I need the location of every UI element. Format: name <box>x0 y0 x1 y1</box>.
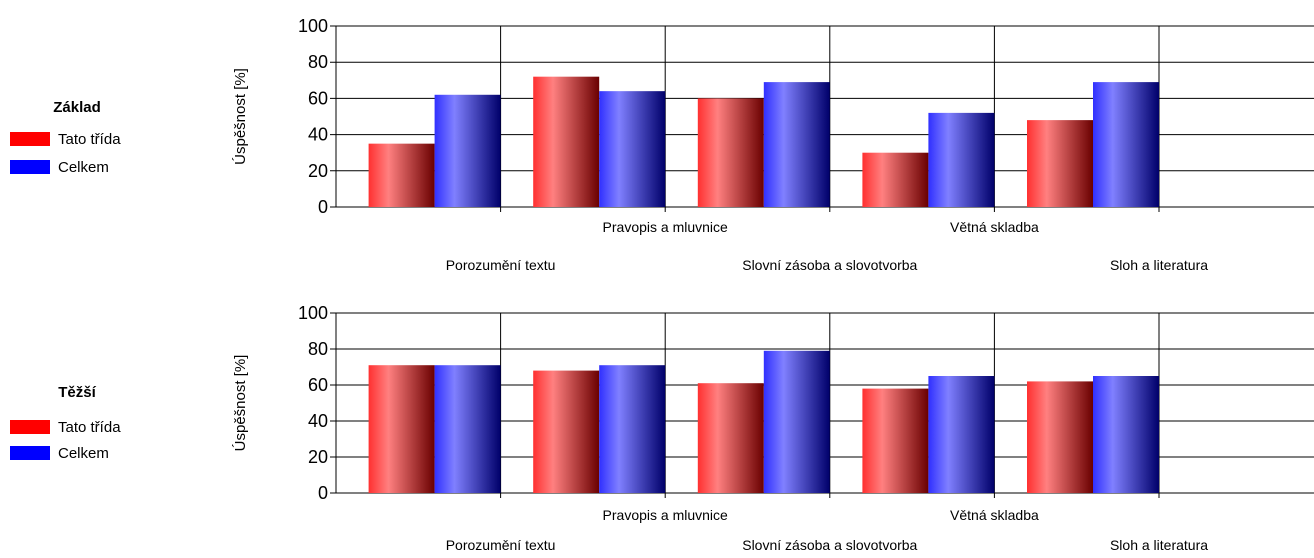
x-tick-label: Pravopis a mluvnice <box>603 507 728 523</box>
bar-1-1 <box>368 365 435 493</box>
x-tick-label: Porozumění textu <box>446 537 556 553</box>
y-tick-label: 80 <box>308 52 328 72</box>
legend-swatch-2 <box>10 160 50 174</box>
x-tick-label: Větná skladba <box>950 219 1039 235</box>
legend-label-2: Celkem <box>58 445 109 462</box>
bar-2-4 <box>928 112 995 207</box>
x-tick-label: Větná skladba <box>950 507 1039 523</box>
legend-swatch-1 <box>10 132 50 146</box>
y-tick-label: 100 <box>298 303 328 323</box>
legend-swatch-1 <box>10 420 50 434</box>
bar-1-2 <box>533 370 600 493</box>
x-tick-label: Slovní zásoba a slovotvorba <box>742 537 917 553</box>
bar-2-1 <box>434 94 501 207</box>
y-tick-label: 60 <box>308 375 328 395</box>
legend-label-2: Celkem <box>58 159 109 176</box>
bar-1-1 <box>368 143 435 207</box>
bar-1-4 <box>862 388 929 493</box>
bar-1-5 <box>1027 381 1093 493</box>
y-tick-label: 100 <box>298 16 328 36</box>
y-axis-label: Úspěšnost [%] <box>232 355 249 452</box>
chart-2: Těžší Tato třída Celkem Úspěšnost [%] 0 20 40 6… <box>10 303 1314 553</box>
legend-label-1: Tato třída <box>58 131 121 148</box>
y-tick-label: 0 <box>318 483 328 503</box>
x-tick-label: Sloh a literatura <box>1110 537 1208 553</box>
x-tick-label: Porozumění textu <box>446 257 556 273</box>
bar-1-3 <box>697 383 764 493</box>
legend: Těžší Tato třída Celkem <box>10 384 121 462</box>
bar-2-2 <box>599 91 666 207</box>
y-tick-label: 20 <box>308 447 328 467</box>
bar-1-5 <box>1027 120 1093 207</box>
bar-2-5 <box>1093 376 1159 493</box>
bar-2-2 <box>599 365 666 493</box>
legend-title: Těžší <box>58 384 96 401</box>
bar-2-4 <box>928 376 995 493</box>
bar-2-3 <box>763 82 830 207</box>
y-axis-label: Úspěšnost [%] <box>232 68 249 165</box>
legend-title: Základ <box>53 99 101 116</box>
bar-1-3 <box>697 98 764 207</box>
bar-2-1 <box>434 365 501 493</box>
legend-label-1: Tato třída <box>58 419 121 436</box>
y-tick-label: 40 <box>308 411 328 431</box>
y-tick-label: 20 <box>308 161 328 181</box>
y-tick-label: 0 <box>318 197 328 217</box>
bar-2-3 <box>763 350 830 493</box>
bar-1-2 <box>533 76 600 208</box>
y-tick-label: 40 <box>308 125 328 145</box>
legend-swatch-2 <box>10 446 50 460</box>
bar-2-5 <box>1093 82 1159 207</box>
chart-1: Základ Tato třída Celkem Úspěšnost [%] 0 20 40… <box>10 16 1314 273</box>
bar-1-4 <box>862 152 929 207</box>
x-tick-label: Sloh a literatura <box>1110 257 1208 273</box>
x-tick-label: Pravopis a mluvnice <box>603 219 728 235</box>
y-tick-label: 60 <box>308 88 328 108</box>
legend: Základ Tato třída Celkem <box>10 99 121 176</box>
y-tick-label: 80 <box>308 339 328 359</box>
x-tick-label: Slovní zásoba a slovotvorba <box>742 257 917 273</box>
